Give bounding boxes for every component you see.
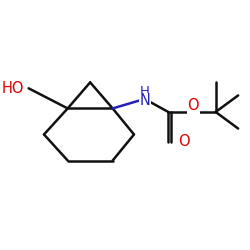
- Text: O: O: [178, 134, 190, 149]
- Text: N: N: [140, 93, 150, 108]
- Text: HO: HO: [1, 81, 24, 96]
- Text: O: O: [187, 98, 199, 113]
- Text: H: H: [140, 85, 150, 98]
